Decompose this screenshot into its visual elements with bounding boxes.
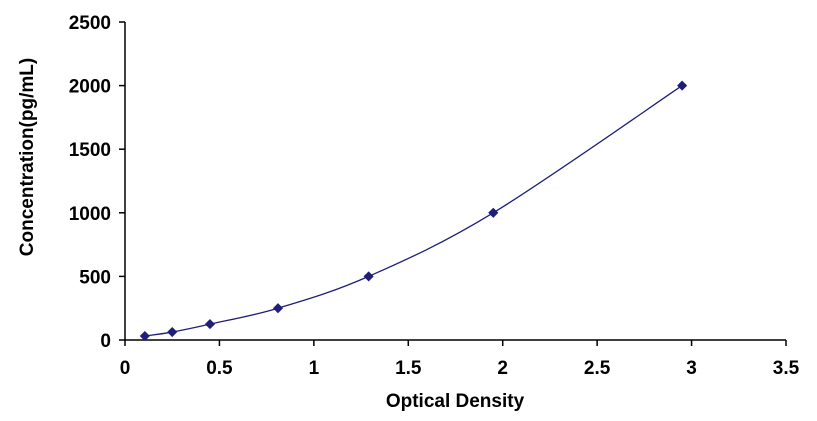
x-tick-label: 3.5 [773, 358, 800, 379]
x-tick-label: 2.5 [584, 358, 611, 379]
data-point-diamond [363, 271, 374, 282]
y-axis-title: Concentration(pg/mL) [17, 58, 38, 256]
y-tick-label: 500 [79, 267, 111, 288]
x-tick-label: 3 [686, 358, 697, 379]
data-point-diamond [488, 207, 499, 218]
series-curve [144, 85, 683, 337]
x-tick-label: 1.5 [395, 358, 422, 379]
y-tick-label: 2500 [69, 13, 111, 34]
y-tick-label: 0 [100, 331, 111, 352]
x-tick-label: 1 [309, 358, 320, 379]
data-point-diamond [677, 80, 688, 91]
data-point-diamond [272, 303, 284, 314]
plot-area: 0 500 1000 1500 2000 2500 0 0.5 1 1.5 2 2.5 3 3.5 [69, 13, 800, 379]
x-axis-title: Optical Density [386, 391, 525, 412]
y-tick-label: 1500 [69, 140, 111, 161]
y-axis-ticks: 0 500 1000 1500 2000 2500 [69, 13, 125, 352]
x-tick-label: 0.5 [206, 358, 233, 379]
data-point-diamond [139, 330, 150, 342]
y-tick-label: 1000 [69, 204, 111, 225]
series-layer [139, 80, 688, 342]
data-point-diamond [167, 326, 178, 338]
x-tick-label: 2 [497, 358, 508, 379]
x-tick-label: 0 [120, 358, 131, 379]
x-axis-ticks: 0 0.5 1 1.5 2 2.5 3 3.5 [120, 340, 800, 379]
data-point-diamond [204, 319, 216, 330]
y-tick-label: 2000 [69, 77, 111, 98]
